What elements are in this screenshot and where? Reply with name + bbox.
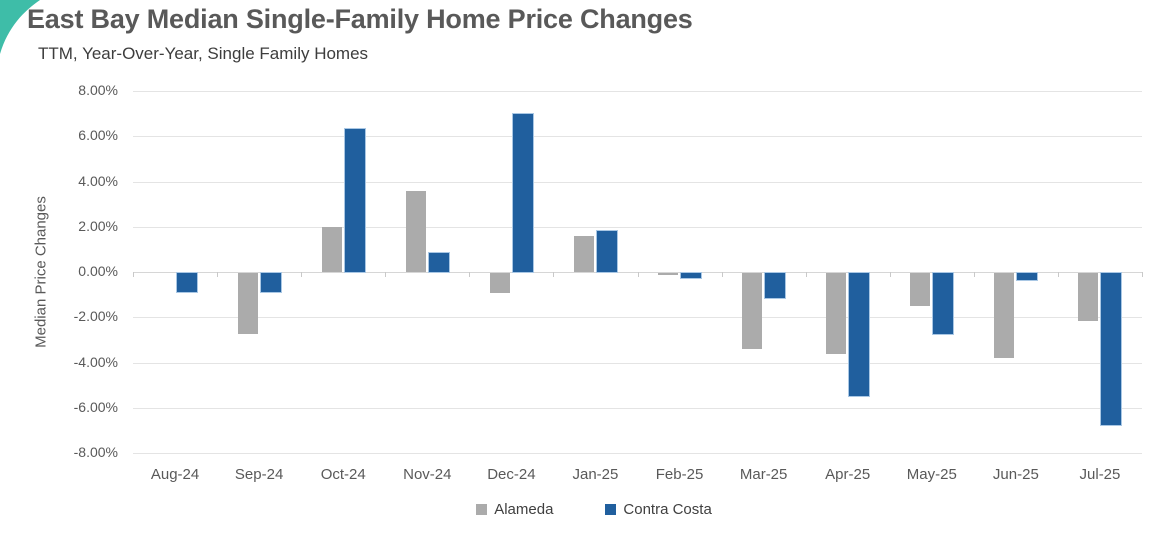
x-axis-label: Jan-25	[572, 466, 619, 483]
legend-label: Alameda	[494, 501, 554, 518]
bar-alameda-mar-25	[742, 273, 763, 349]
bar-alameda-oct-24	[321, 226, 342, 272]
gridline	[133, 317, 1142, 319]
bar-contra-costa-dec-24	[511, 112, 534, 274]
axis-tick-mark	[889, 272, 891, 277]
axis-tick-mark	[133, 272, 134, 277]
y-tick-label: 8.00%	[78, 82, 118, 98]
bar-contra-costa-jun-25	[1016, 272, 1039, 281]
bar-contra-costa-feb-25	[680, 272, 703, 279]
legend-label: Contra Costa	[623, 501, 712, 518]
x-axis-label: May-25	[906, 466, 957, 483]
gridline	[133, 181, 1142, 183]
gridline	[133, 362, 1142, 364]
x-axis-label: Sep-24	[234, 466, 284, 483]
bar-alameda-may-25	[910, 273, 931, 306]
x-axis-label: Dec-24	[487, 466, 536, 483]
corner-accent-decoration	[0, 0, 58, 67]
axis-tick-mark	[1057, 272, 1059, 277]
chart-title: East Bay Median Single-Family Home Price…	[27, 4, 693, 34]
gridline	[133, 453, 1142, 454]
y-tick-label: 0.00%	[78, 263, 118, 279]
bar-alameda-dec-24	[489, 273, 510, 294]
x-axis-label: Aug-24	[150, 466, 200, 483]
bar-contra-costa-may-25	[932, 271, 955, 336]
y-tick-label: -4.00%	[73, 353, 118, 370]
bar-contra-costa-oct-24	[343, 128, 366, 273]
x-axis-label: Jun-25	[992, 466, 1039, 483]
bar-contra-costa-jan-25	[595, 230, 618, 273]
axis-tick-mark	[1142, 272, 1143, 277]
legend-swatch-alameda	[476, 504, 488, 515]
bar-alameda-feb-25	[658, 273, 679, 276]
axis-tick-mark	[637, 272, 639, 277]
axis-tick-mark	[805, 272, 807, 277]
legend-item-alameda: Alameda	[476, 501, 553, 518]
x-axis-label: Jul-25	[1079, 466, 1121, 483]
corner-accent-shape	[0, 0, 40, 54]
bar-contra-costa-mar-25	[764, 272, 787, 299]
bar-alameda-sep-24	[237, 273, 258, 335]
chart-subtitle: TTM, Year-Over-Year, Single Family Homes	[38, 44, 369, 63]
y-tick-label: -2.00%	[73, 308, 118, 325]
axis-tick-mark	[469, 272, 471, 277]
axis-tick-mark	[385, 272, 387, 277]
x-axis-label: Oct-24	[320, 466, 366, 483]
bar-alameda-apr-25	[826, 273, 847, 355]
bar-contra-costa-sep-24	[259, 271, 282, 294]
bar-contra-costa-apr-25	[848, 271, 871, 398]
gridline	[133, 407, 1142, 409]
x-axis-label: Feb-25	[655, 466, 704, 483]
axis-tick-mark	[217, 272, 219, 277]
bar-alameda-jun-25	[994, 273, 1015, 358]
bar-alameda-jul-25	[1078, 273, 1099, 321]
gridline	[133, 136, 1142, 138]
bar-alameda-jan-25	[573, 235, 594, 272]
x-axis-label: Mar-25	[739, 466, 788, 483]
x-axis-label: Nov-24	[403, 466, 452, 483]
axis-tick-mark	[721, 272, 723, 277]
y-tick-label: 2.00%	[78, 217, 118, 234]
axis-tick-mark	[301, 272, 303, 277]
legend: Alameda Contra Costa	[133, 501, 1055, 518]
gridline	[133, 226, 1142, 228]
y-tick-label: 4.00%	[78, 172, 118, 189]
legend-swatch-contra-costa	[605, 504, 617, 515]
y-tick-label: 6.00%	[78, 127, 118, 144]
bar-contra-costa-nov-24	[427, 251, 450, 273]
bar-alameda-nov-24	[405, 190, 426, 272]
axis-tick-mark	[973, 272, 975, 277]
axis-tick-mark	[553, 272, 555, 277]
legend-item-contra-costa: Contra Costa	[605, 501, 712, 518]
y-tick-label: -6.00%	[73, 398, 118, 415]
y-tick-label: -8.00%	[73, 444, 118, 460]
x-axis-label: Apr-25	[825, 466, 871, 483]
bar-contra-costa-jul-25	[1100, 272, 1123, 426]
bar-contra-costa-aug-24	[175, 271, 198, 294]
gridline	[133, 91, 1142, 92]
